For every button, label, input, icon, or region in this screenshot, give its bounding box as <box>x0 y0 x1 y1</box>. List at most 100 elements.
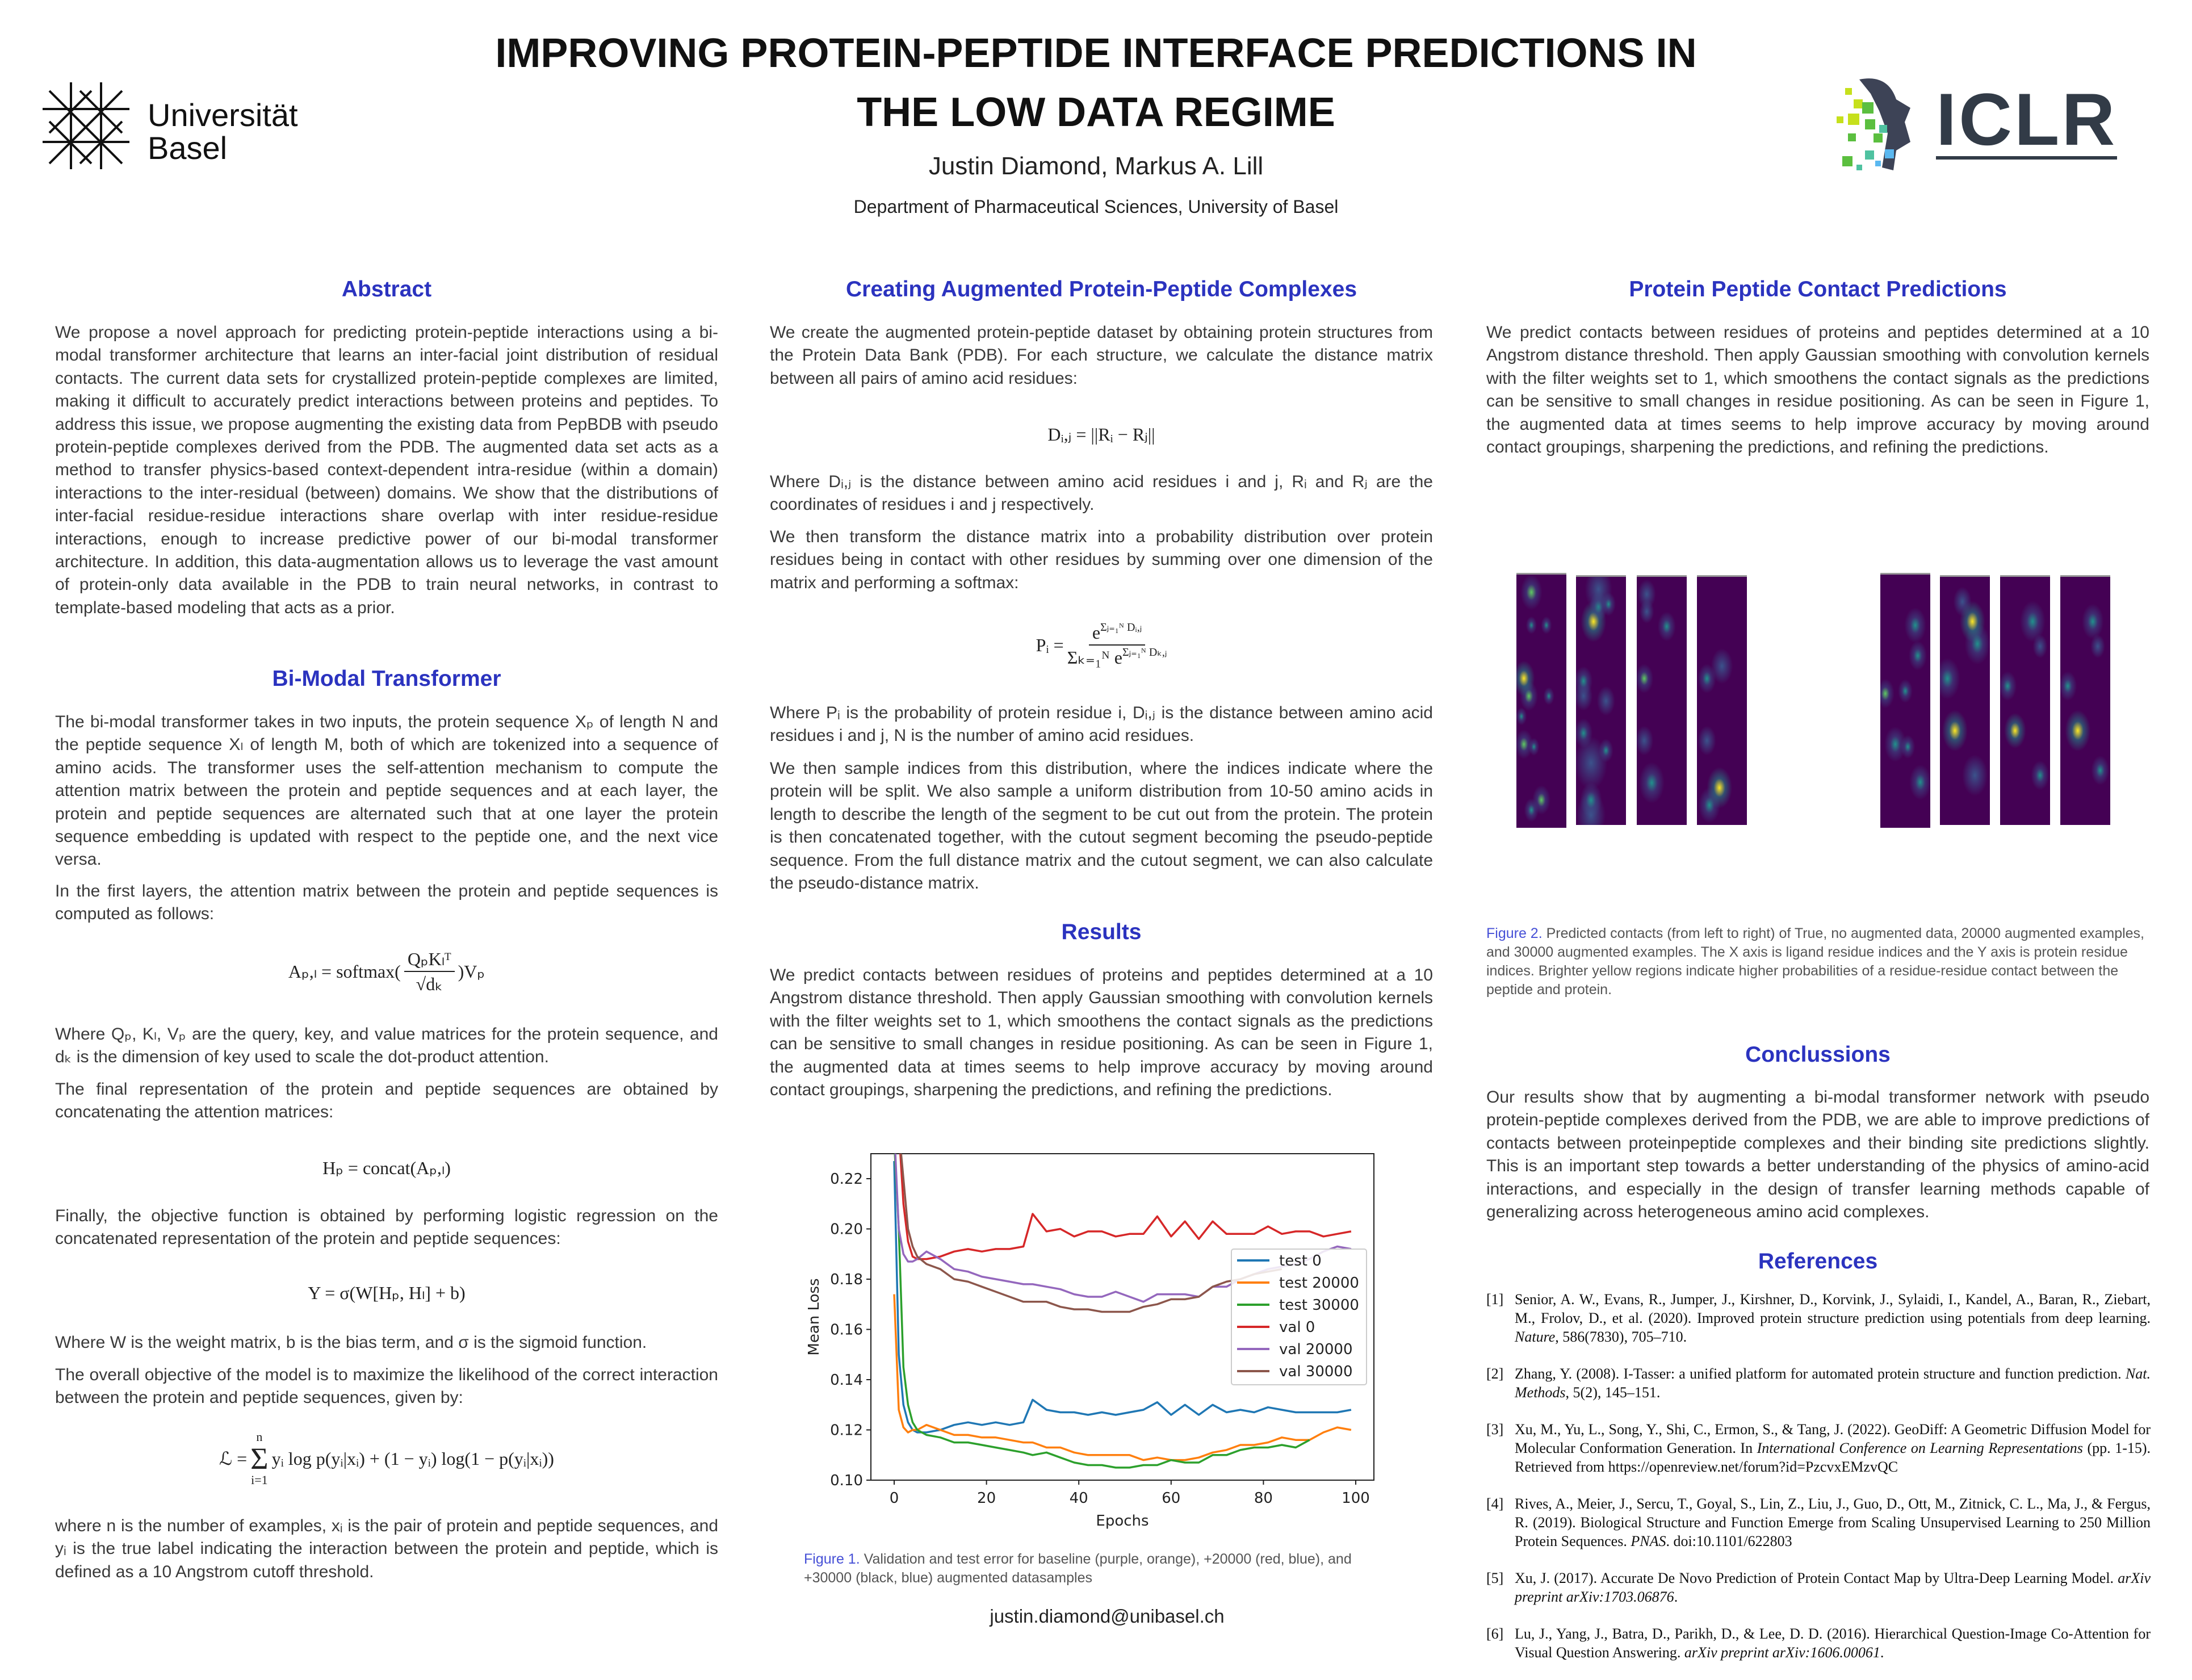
legend-label: test 0 <box>1279 1252 1322 1270</box>
abstract-heading: Abstract <box>341 277 432 301</box>
augmented-paragraph-4: Where Pᵢ is the probability of protein r… <box>770 703 1433 745</box>
authors: Justin Diamond, Markus A. Lill <box>928 152 1264 180</box>
reference-number: [1] <box>1486 1291 1504 1308</box>
reference-item: [1] Senior, A. W., Evans, R., Jumper, J.,… <box>1486 1290 2151 1346</box>
iclr-logo: ICLR <box>1825 77 2166 173</box>
bimodal-paragraph-8: where n is the number of examples, xᵢ is… <box>55 1516 718 1581</box>
contact-map-panel <box>1697 575 1747 825</box>
reference-venue: arXiv preprint arXiv:1606.00061 <box>1684 1644 1880 1661</box>
eq-numerator: QₚKₗᵀ <box>404 948 455 972</box>
bimodal-paragraph-6: Where W is the weight matrix, b is the b… <box>55 1333 647 1352</box>
y-tick-label: 0.12 <box>830 1422 863 1439</box>
reference-details: (pp. 1-15). Retrieved from https://openr… <box>1515 1440 2151 1475</box>
series-line-test-20000 <box>893 1294 1352 1461</box>
conclusions-heading: Conclussions <box>1745 1042 1891 1067</box>
augmented-paragraph-5: We then sample indices from this distrib… <box>770 759 1433 893</box>
augmented-paragraph-1: We create the augmented protein-peptide … <box>770 323 1433 388</box>
series-group <box>893 1154 1352 1469</box>
x-tick-label: 80 <box>1254 1490 1273 1507</box>
eq-lhs: ℒ = <box>219 1448 248 1469</box>
reference-text: Senior, A. W., Evans, R., Jumper, J., Ki… <box>1515 1291 2151 1326</box>
reference-item: [6] Lu, J., Yang, J., Batra, D., Parikh, … <box>1486 1624 2151 1662</box>
loss-line-chart: 0.10 0.12 0.14 0.16 0.18 0.20 0.22 0 20 40 60 80 100… <box>806 1153 1374 1530</box>
legend-label: test 30000 <box>1279 1297 1359 1314</box>
legend-label: val 0 <box>1279 1319 1315 1336</box>
reference-text: Zhang, Y. (2008). I-Tasser: a unified pl… <box>1515 1365 2126 1382</box>
series-line-test-0 <box>893 1161 1352 1434</box>
title-line-2: THE LOW DATA REGIME <box>857 90 1335 135</box>
figure-2-caption-text: Predicted contacts (from left to right) … <box>1486 925 2145 998</box>
y-tick-label: 0.22 <box>830 1171 863 1188</box>
figure-2-caption: Figure 2. Predicted contacts (from left … <box>1486 924 2149 999</box>
contact-map-panel <box>1576 575 1626 825</box>
iclr-head-icon <box>1837 78 1910 170</box>
eq-numerator: eΣⱼ₌₁ᴺ Dᵢ,ⱼ <box>1088 621 1146 646</box>
sum-upper: n <box>256 1430 263 1444</box>
bimodal-paragraph-2: In the first layers, the attention matri… <box>55 882 718 924</box>
bimodal-paragraph-3: Where Qₚ, Kₗ, Vₚ are the query, key, and… <box>55 1025 718 1067</box>
eq-denominator: Σₖ₌₁ᴺ eΣⱼ₌₁ᴺ Dₖ,ⱼ <box>1067 646 1167 668</box>
eq-lhs: Pᵢ = <box>1036 635 1064 655</box>
reference-item: [4] Rives, A., Meier, J., Sercu, T., Goya… <box>1486 1494 2151 1551</box>
figure-2-label: Figure 2. <box>1486 925 1543 941</box>
reference-venue: Nat. Methods <box>1515 1365 2151 1401</box>
figure-1-caption-text: Validation and test error for baseline (… <box>804 1551 1352 1586</box>
x-tick-label: 40 <box>1070 1490 1088 1507</box>
contact-email[interactable]: justin.diamond@unibasel.ch <box>990 1606 1225 1627</box>
conclusions-text: Our results show that by augmenting a bi… <box>1486 1088 2149 1222</box>
reference-details: . doi:10.1101/622803 <box>1666 1533 1792 1549</box>
augmented-paragraph-3: We then transform the distance matrix in… <box>770 527 1433 592</box>
eq-fraction: QₚKₗᵀ √dₖ <box>404 948 455 995</box>
reference-text: Xu, M., Yu, L., Song, Y., Shi, C., Ermon… <box>1515 1421 2151 1456</box>
figure-1-label: Figure 1. <box>804 1551 860 1567</box>
reference-list: [1] Senior, A. W., Evans, R., Jumper, J.,… <box>1486 1290 2151 1680</box>
eq-lhs: Aₚ,ₗ = softmax( <box>288 961 401 982</box>
contact-map-panel <box>1940 575 1990 825</box>
contact-map-panel <box>1880 573 1930 828</box>
objective-equation: Y = σ(W[Hₚ, Hₗ] + b) <box>308 1283 466 1303</box>
contact-map-panel <box>1516 573 1566 828</box>
affiliation: Department of Pharmaceutical Sciences, U… <box>853 196 1339 217</box>
reference-details: , 5(2), 145–151. <box>1565 1384 1661 1401</box>
num-base: e <box>1092 622 1101 643</box>
university-basel-logo: Universität Basel <box>43 79 315 170</box>
results-heading: Results <box>1061 920 1142 944</box>
bimodal-heading: Bi-Modal Transformer <box>272 667 501 691</box>
y-tick-label: 0.14 <box>830 1372 863 1389</box>
abstract-text: We propose a novel approach for predicti… <box>55 323 718 617</box>
x-tick-label: 20 <box>977 1490 996 1507</box>
reference-venue: International Conference on Learning Rep… <box>1757 1440 2083 1456</box>
reference-item: [2] Zhang, Y. (2008). I-Tasser: a unified… <box>1486 1364 2151 1402</box>
y-axis-label: Mean Loss <box>806 1278 823 1355</box>
bimodal-paragraph-5: Finally, the objective function is obtai… <box>55 1206 718 1249</box>
reference-number: [3] <box>1486 1421 1504 1438</box>
university-basel-wordmark: Universität Basel <box>148 97 298 166</box>
title-line-1: IMPROVING PROTEIN-PEPTIDE INTERFACE PRED… <box>495 31 1697 76</box>
poster-title: IMPROVING PROTEIN-PEPTIDE INTERFACE PRED… <box>0 24 2192 142</box>
y-tick-label: 0.10 <box>830 1472 863 1489</box>
contacts-heading: Protein Peptide Contact Predictions <box>1629 277 2007 301</box>
y-tick-label: 0.18 <box>830 1271 863 1288</box>
figure-1-caption: Figure 1. Validation and test error for … <box>804 1550 1394 1587</box>
legend-label: test 20000 <box>1279 1275 1359 1292</box>
iclr-wordmark: ICLR <box>1936 78 2118 161</box>
sum-lower: i=1 <box>251 1473 268 1487</box>
y-tick-label: 0.16 <box>830 1322 863 1339</box>
x-tick-label: 0 <box>890 1490 899 1507</box>
reference-text: Xu, J. (2017). Accurate De Novo Predicti… <box>1515 1570 2118 1586</box>
reference-number: [5] <box>1486 1570 1504 1586</box>
augmented-paragraph-2: Where Dᵢ,ⱼ is the distance between amino… <box>770 472 1433 514</box>
concat-equation: Hₚ = concat(Aₚ,ₗ) <box>322 1158 451 1178</box>
reference-venue: PNAS <box>1631 1533 1666 1549</box>
attention-equation: Aₚ,ₗ = softmax( QₚKₗᵀ √dₖ )Vₚ <box>55 948 718 995</box>
legend-label: val 20000 <box>1279 1341 1353 1358</box>
series-line-val-0 <box>899 1154 1352 1260</box>
eq-fraction: eΣⱼ₌₁ᴺ Dᵢ,ⱼ Σₖ₌₁ᴺ eΣⱼ₌₁ᴺ Dₖ,ⱼ <box>1067 621 1167 668</box>
augmented-heading: Creating Augmented Protein-Peptide Compl… <box>845 277 1357 301</box>
eq-denominator: √dₖ <box>416 974 443 994</box>
y-tick-label: 0.20 <box>830 1221 863 1238</box>
reference-details: , 586(7830), 705–710. <box>1555 1329 1687 1345</box>
den-exponent: Σⱼ₌₁ᴺ Dₖ,ⱼ <box>1122 646 1167 659</box>
